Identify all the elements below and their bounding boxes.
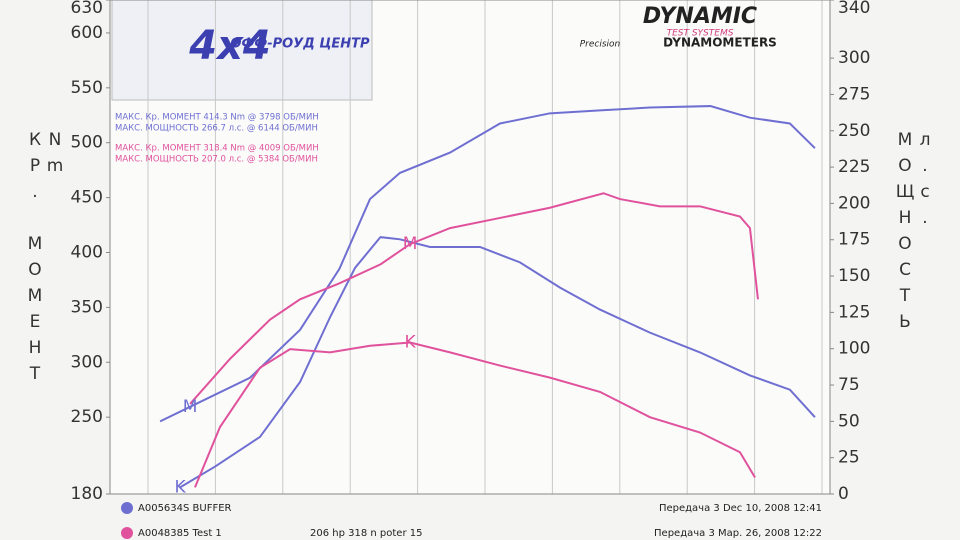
curve-annotation: K <box>174 477 186 497</box>
legend-label: A0048385 Test 1 <box>138 528 222 539</box>
y2-tick-label: 75 <box>838 375 860 395</box>
curve-annotation: M <box>183 397 198 417</box>
logo-sub: ОФФ-РОУД ЦЕНТР <box>230 37 370 52</box>
y-tick-label: 180 <box>71 484 103 504</box>
y2-tick-label: 150 <box>838 266 870 286</box>
legend-date: Передача 3 Мар. 26, 2008 12:22 <box>654 528 822 539</box>
y2-tick-label: 200 <box>838 193 870 213</box>
y-axis-label: КР. МОМЕНТ Nm <box>25 130 65 390</box>
y2-axis-label: МОЩНОСТЬ л.с. <box>895 130 935 338</box>
logo-right-tail: DYNAMOMETERS <box>663 36 777 50</box>
power-line <box>189 192 759 405</box>
logo-right-sub: TEST SYSTEMS <box>667 29 734 39</box>
plot-frame <box>109 0 831 495</box>
logo-main: 4x4 <box>188 23 270 69</box>
y2-tick-label: 25 <box>838 448 860 468</box>
y-tick-label: 250 <box>71 407 103 427</box>
max-info: МАКС. МОЩНОСТЬ 207.0 л.с. @ 5384 ОБ/МИН <box>115 155 318 165</box>
y2-tick-label: 225 <box>838 157 870 177</box>
max-info: МАКС. Кр. МОМЕНТ 414.3 Nm @ 3798 ОБ/МИН <box>115 113 319 123</box>
y2-tick-label: 340 <box>838 0 870 18</box>
curve-annotation: M <box>403 234 418 254</box>
y-tick-label: 600 <box>71 23 103 43</box>
legend-date: Передача 3 Dec 10, 2008 12:41 <box>659 503 822 514</box>
legend-swatch <box>121 502 133 514</box>
y2-tick-label: 175 <box>838 230 870 250</box>
y-tick-label: 550 <box>71 78 103 98</box>
y-tick-label: 500 <box>71 133 103 153</box>
y-tick-label: 450 <box>71 188 103 208</box>
y2-tick-label: 125 <box>838 302 870 322</box>
torque-line <box>194 341 756 488</box>
logo-box <box>111 0 373 101</box>
power-line <box>159 105 816 423</box>
y2-tick-label: 100 <box>838 339 870 359</box>
max-info: МАКС. Кр. МОМЕНТ 318.4 Nm @ 4009 ОБ/МИН <box>115 144 319 154</box>
y2-tick-label: 300 <box>838 48 870 68</box>
y2-tick-label: 250 <box>838 121 870 141</box>
y-tick-label: 400 <box>71 242 103 262</box>
y-tick-label: 350 <box>71 297 103 317</box>
legend-label: A005634S BUFFER <box>138 503 232 514</box>
curve-annotation: K <box>404 333 416 353</box>
y2-tick-label: 50 <box>838 411 860 431</box>
y-tick-label: 300 <box>71 352 103 372</box>
legend-note: 206 hp 318 n poter 15 <box>310 528 422 539</box>
max-info: МАКС. МОЩНОСТЬ 266.7 л.с. @ 6144 ОБ/МИН <box>115 124 318 134</box>
y-tick-label: 630 <box>71 0 103 18</box>
y2-tick-label: 275 <box>838 84 870 104</box>
legend-swatch <box>121 527 133 539</box>
logo-right-main: DYNAMIC <box>643 4 757 29</box>
y2-tick-label: 0 <box>838 484 849 504</box>
torque-line <box>179 236 816 489</box>
logo-right-script: Precision <box>580 40 621 50</box>
